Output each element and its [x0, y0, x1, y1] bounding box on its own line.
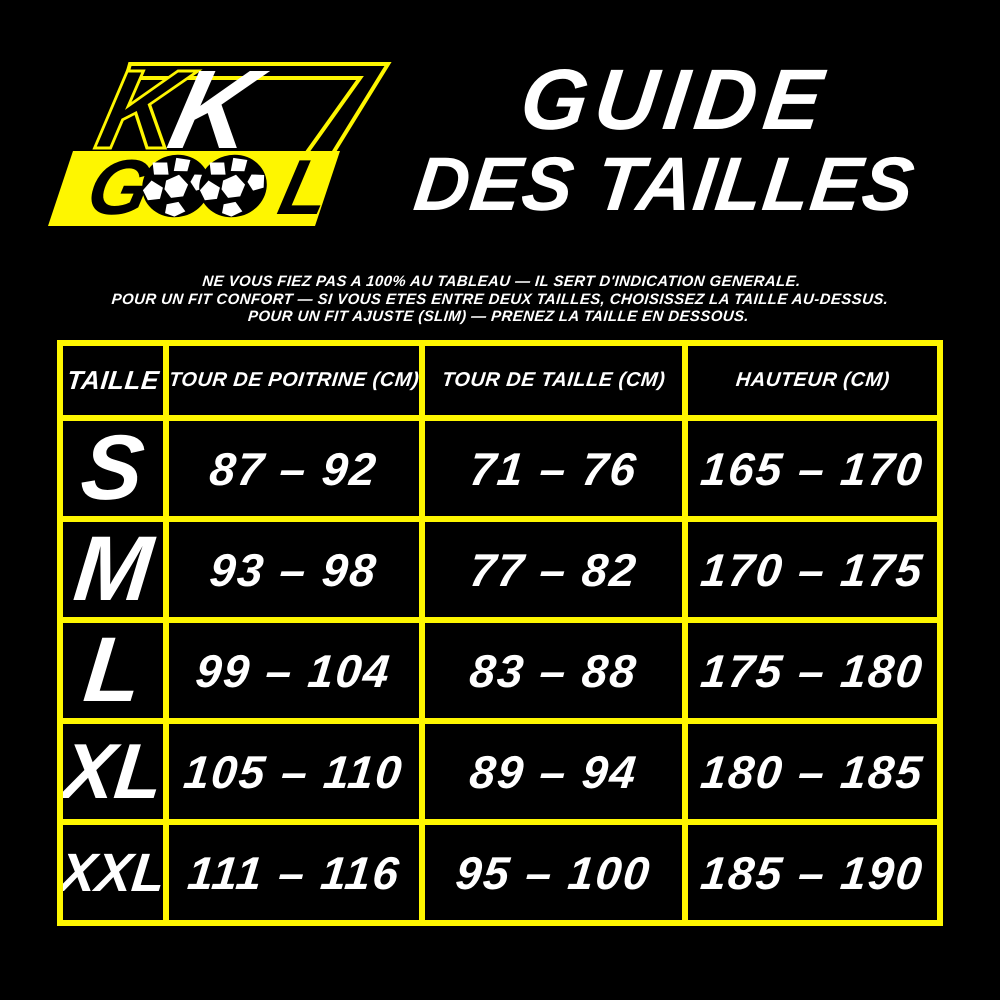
page-title-line1: GUIDE — [515, 52, 835, 148]
column-header-poitrine: TOUR DE POITRINE (CM) — [169, 346, 419, 415]
waist-value-xxl: 95 – 100 — [425, 825, 682, 920]
waist-value-s: 71 – 76 — [425, 421, 682, 516]
height-value-m: 170 – 175 — [688, 522, 937, 617]
chest-value-xl: 105 – 110 — [169, 724, 419, 819]
chest-value-m: 93 – 98 — [169, 522, 419, 617]
chest-value-xxl: 111 – 116 — [169, 825, 419, 920]
chest-value-l: 99 – 104 — [169, 623, 419, 718]
page-title: GUIDE DES TAILLES — [380, 52, 961, 227]
size-guide-table: TAILLE TOUR DE POITRINE (CM) TOUR DE TAI… — [57, 340, 943, 926]
column-header-hauteur: HAUTEUR (CM) — [688, 346, 937, 415]
page-title-line2: DES TAILLES — [409, 142, 920, 227]
disclaimer-line-3: POUR UN FIT AJUSTE (SLIM) — PRENEZ LA TA… — [247, 308, 750, 325]
height-value-s: 165 – 170 — [688, 421, 937, 516]
size-label-s: S — [63, 421, 163, 516]
waist-value-m: 77 – 82 — [425, 522, 682, 617]
column-header-tour-taille: TOUR DE TAILLE (CM) — [425, 346, 682, 415]
column-header-taille: TAILLE — [63, 346, 163, 415]
waist-value-l: 83 – 88 — [425, 623, 682, 718]
size-label-m: M — [63, 522, 163, 617]
chest-value-s: 87 – 92 — [169, 421, 419, 516]
disclaimer-line-2: POUR UN FIT CONFORT — SI VOUS ETES ENTRE… — [110, 290, 890, 308]
disclaimer-line-1: NE VOUS FIEZ PAS A 100% AU TABLEAU — IL … — [201, 273, 802, 290]
height-value-l: 175 – 180 — [688, 623, 937, 718]
size-label-l: L — [63, 623, 163, 718]
size-label-xl: XL — [63, 724, 163, 819]
height-value-xxl: 185 – 190 — [688, 825, 937, 920]
kk-gool-logo: K K G L — [48, 46, 392, 231]
size-label-xxl: XXL — [63, 825, 163, 920]
height-value-xl: 180 – 185 — [688, 724, 937, 819]
waist-value-xl: 89 – 94 — [425, 724, 682, 819]
disclaimer-text: NE VOUS FIEZ PAS A 100% AU TABLEAU — IL … — [0, 273, 1000, 326]
